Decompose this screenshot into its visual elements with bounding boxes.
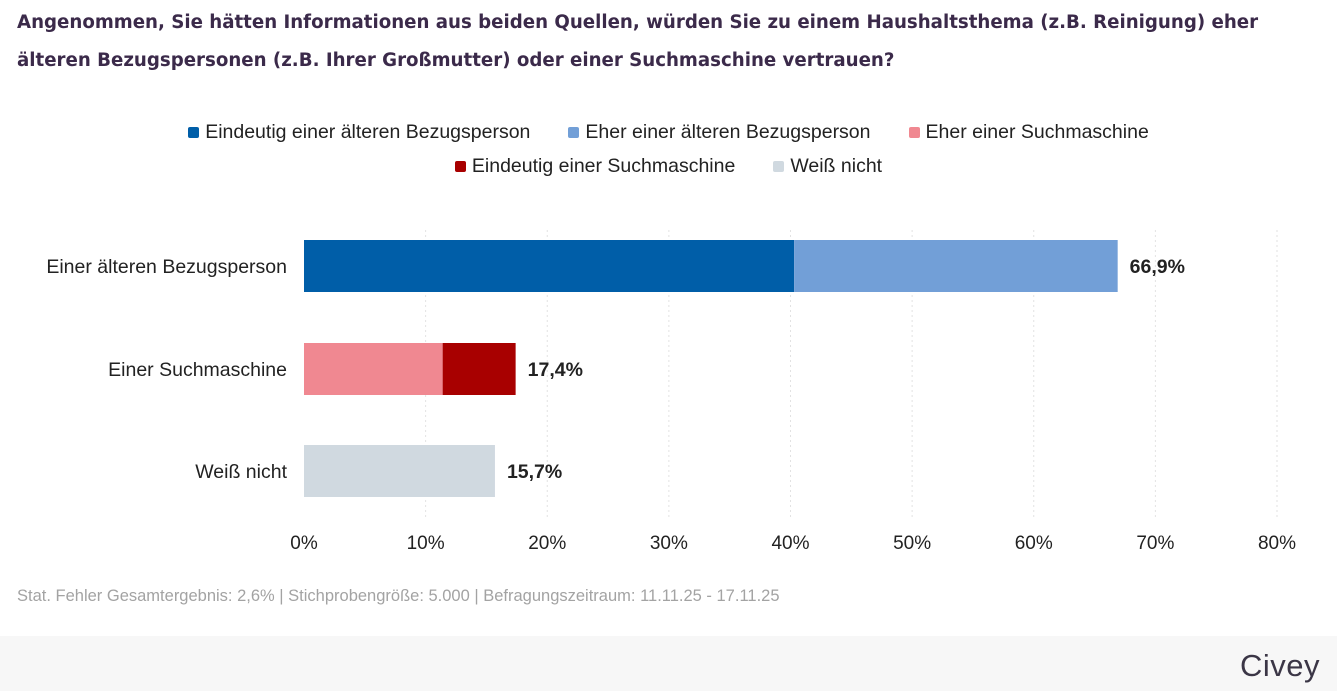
bar-segment: [442, 343, 516, 395]
bar-segment: [304, 445, 495, 497]
legend-item: Eher einer Suchmaschine: [908, 120, 1149, 144]
legend-item: Eher einer älteren Bezugsperson: [568, 120, 871, 144]
x-tick-label: 40%: [771, 533, 809, 554]
legend-swatch: [454, 160, 466, 172]
legend-row: Eindeutig einer älteren Bezugsperson Eher…: [0, 115, 1337, 149]
legend-label: Eindeutig einer älteren Bezugsperson: [205, 120, 531, 143]
total-label: 66,9%: [1130, 256, 1185, 278]
footnote: Stat. Fehler Gesamtergebnis: 2,6% | Stic…: [17, 587, 780, 605]
legend-item: Eindeutig einer Suchmaschine: [454, 154, 736, 178]
legend: Eindeutig einer älteren Bezugsperson Eher…: [0, 115, 1337, 183]
bar-chart: 0% 10% 20% 30% 40% 50% 60% 70% 80% Einer älteren …: [46, 230, 1296, 554]
category-label: Weiß nicht: [195, 461, 287, 483]
legend-row: Eindeutig einer Suchmaschine Weiß nicht: [0, 149, 1337, 183]
x-tick-label: 0%: [290, 533, 318, 554]
legend-label: Eher einer älteren Bezugsperson: [585, 120, 871, 143]
bars: [304, 240, 1118, 497]
chart-title: Angenommen, Sie hätten Informationen aus…: [17, 12, 1259, 71]
category-label: Einer Suchmaschine: [108, 359, 287, 381]
legend-label: Eindeutig einer Suchmaschine: [471, 154, 736, 177]
total-label: 17,4%: [528, 359, 583, 381]
legend-swatch: [188, 126, 200, 138]
x-tick-label: 10%: [407, 533, 445, 554]
total-label: 15,7%: [507, 461, 562, 483]
bar-segment: [304, 240, 795, 292]
footer-band: Civey: [0, 636, 1337, 691]
legend-label: Eher einer Suchmaschine: [925, 120, 1149, 143]
legend-item: Weiß nicht: [773, 155, 882, 178]
legend-label: Weiß nicht: [790, 154, 883, 177]
bar-segment: [794, 240, 1118, 292]
legend-swatch: [908, 126, 920, 138]
bar-segment: [304, 343, 443, 395]
x-tick-label: 60%: [1015, 533, 1053, 554]
x-tick-label: 70%: [1136, 533, 1174, 554]
x-tick-label: 50%: [893, 533, 931, 554]
brand-logo: Civey: [1239, 648, 1320, 683]
x-tick-label: 20%: [528, 533, 566, 554]
labels: 0% 10% 20% 30% 40% 50% 60% 70% 80% Einer älteren …: [46, 256, 1296, 554]
x-tick-label: 30%: [650, 533, 688, 554]
legend-swatch: [773, 160, 785, 172]
legend-swatch: [568, 126, 580, 138]
x-tick-label: 80%: [1258, 533, 1296, 554]
legend-item: Eindeutig einer älteren Bezugsperson: [188, 121, 530, 144]
category-label: Einer älteren Bezugsperson: [46, 256, 287, 278]
